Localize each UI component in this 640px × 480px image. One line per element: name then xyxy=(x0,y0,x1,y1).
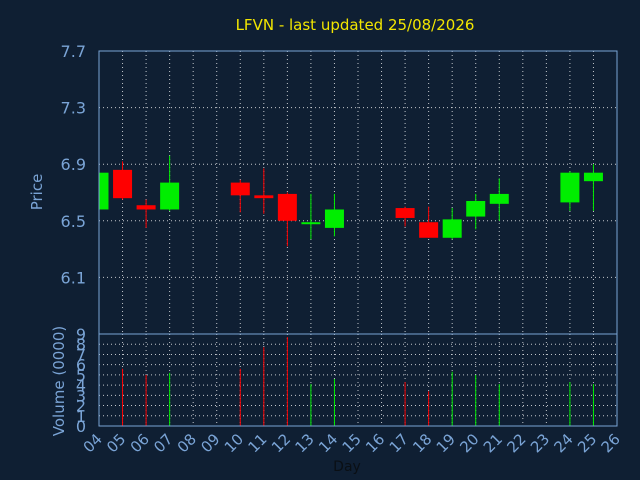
chart-title: LFVN - last updated 25/08/2026 xyxy=(236,16,475,34)
candle-body xyxy=(136,205,156,210)
volume-tick-label: 4 xyxy=(76,376,86,395)
candle-body xyxy=(583,172,603,182)
x-axis-label: Day xyxy=(333,459,361,475)
x-tick-labels: 0405060708091011121314151617181920212223… xyxy=(80,430,624,456)
x-tick-label: 09 xyxy=(197,430,223,456)
x-tick-label: 16 xyxy=(362,430,388,456)
candles xyxy=(98,155,603,247)
x-tick-label: 05 xyxy=(103,430,129,456)
x-tick-label: 15 xyxy=(339,430,365,456)
x-tick-label: 18 xyxy=(409,430,435,456)
candle-body xyxy=(466,200,486,217)
volume-tick-label: 9 xyxy=(76,325,86,344)
candle-body xyxy=(395,208,415,218)
price-tick-label: 6.9 xyxy=(61,155,86,174)
volume-tick-label: 8 xyxy=(76,335,86,354)
price-axis-label: Price xyxy=(28,174,46,211)
volume-grid xyxy=(99,334,617,426)
candle-body xyxy=(277,193,297,221)
x-tick-label: 25 xyxy=(574,430,600,456)
candle-body xyxy=(489,193,509,204)
price-tick-label: 6.5 xyxy=(61,212,86,231)
volume-tick-label: 7 xyxy=(76,345,86,364)
x-tick-label: 13 xyxy=(292,430,318,456)
volume-plot-frame xyxy=(98,333,618,427)
x-tick-label: 11 xyxy=(244,430,270,456)
price-tick-label: 7.7 xyxy=(61,42,86,61)
volume-tick-label: 1 xyxy=(76,407,86,426)
x-tick-label: 23 xyxy=(527,430,553,456)
x-tick-label: 14 xyxy=(315,430,341,456)
candle-body xyxy=(99,172,109,210)
x-tick-label: 22 xyxy=(503,430,529,456)
candle-body xyxy=(442,219,462,238)
plot-frames xyxy=(98,50,618,427)
volume-tick-label: 6 xyxy=(76,356,86,375)
candle-body xyxy=(113,169,133,199)
x-tick-label: 12 xyxy=(268,430,294,456)
x-tick-label: 08 xyxy=(174,430,200,456)
x-tick-label: 17 xyxy=(386,430,412,456)
candle-body xyxy=(160,182,180,210)
volume-tick-label: 0 xyxy=(76,417,86,436)
x-tick-label: 07 xyxy=(150,430,176,456)
candle-body xyxy=(419,222,439,238)
x-tick-label: 21 xyxy=(480,430,506,456)
x-tick-label: 26 xyxy=(598,430,624,456)
volume-tick-label: 5 xyxy=(76,366,86,385)
volume-axis-label: Volume (0000) xyxy=(50,326,68,436)
price-tick-label: 7.3 xyxy=(61,99,86,118)
candle-body xyxy=(324,209,344,228)
candle-body xyxy=(254,195,274,199)
candle-body xyxy=(560,172,580,203)
volume-bars xyxy=(122,337,594,426)
candle-body xyxy=(230,182,250,196)
x-tick-label: 24 xyxy=(551,430,577,456)
x-tick-label: 06 xyxy=(127,430,153,456)
volume-tick-label: 2 xyxy=(76,397,86,416)
price-tick-label: 6.1 xyxy=(61,268,86,287)
price-tick-labels: 7.7 7.3 6.9 6.5 6.1 xyxy=(61,42,86,287)
x-tick-label: 20 xyxy=(456,430,482,456)
x-tick-label: 10 xyxy=(221,430,247,456)
candle-body xyxy=(301,222,321,225)
volume-tick-label: 3 xyxy=(76,386,86,405)
x-tick-label: 19 xyxy=(433,430,459,456)
